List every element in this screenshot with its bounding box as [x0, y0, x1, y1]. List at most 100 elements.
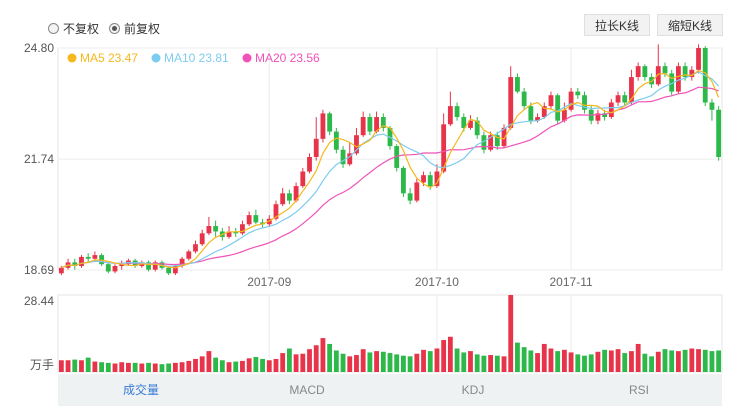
legend-label-ma10: MA10 23.81	[164, 51, 229, 65]
volume-bar	[468, 351, 473, 372]
candle-body	[327, 113, 333, 132]
candle-body	[367, 117, 373, 132]
volume-bar	[139, 363, 145, 372]
volume-bar	[461, 352, 467, 372]
tab-macd[interactable]: MACD	[289, 383, 325, 397]
volume-bar	[447, 336, 453, 372]
radio-circle-forward-restore[interactable]	[109, 23, 121, 34]
volume-bar	[655, 351, 661, 372]
volume-bar	[199, 356, 205, 372]
ma5-line	[61, 69, 720, 269]
candle-body	[689, 69, 695, 78]
candle-body	[568, 91, 574, 110]
candle-body	[488, 135, 494, 150]
volume-bar	[65, 360, 71, 372]
tab-kdj[interactable]: KDJ	[461, 383, 485, 397]
candle-body	[246, 215, 252, 225]
volume-bar	[159, 364, 165, 372]
volume-bar	[307, 349, 312, 372]
volume-bar	[662, 349, 668, 372]
volume-bar	[333, 350, 339, 372]
candle-body	[253, 215, 259, 223]
volume-bar	[340, 353, 346, 372]
volume-bar	[112, 363, 118, 372]
candle-body	[280, 193, 286, 205]
volume-bar	[92, 361, 98, 372]
candle-body	[642, 66, 648, 78]
candle-body	[494, 135, 500, 147]
volume-bar	[394, 354, 400, 372]
volume-bar	[595, 351, 601, 372]
volume-bar	[561, 349, 567, 372]
volume-bar	[682, 349, 688, 372]
volume-bar	[58, 360, 64, 372]
candle-body	[461, 117, 467, 128]
legend-label-ma5: MA5 23.47	[80, 51, 138, 65]
volume-bar	[374, 351, 380, 372]
volume-bar	[193, 358, 198, 372]
candle-body	[421, 175, 426, 183]
candle-body	[72, 262, 78, 267]
volume-bar	[521, 347, 527, 372]
candle-body	[354, 135, 359, 154]
volume-tick-label: 28.44	[24, 294, 54, 308]
volume-bar	[240, 360, 245, 372]
candle-body	[206, 226, 212, 234]
volume-bar	[246, 358, 252, 372]
shrink-kline-button[interactable]: 缩短K线	[657, 14, 723, 36]
volume-bar	[132, 362, 138, 372]
candle-body	[400, 167, 406, 194]
volume-bar	[582, 355, 587, 372]
volume-bar	[354, 355, 359, 372]
volume-bar	[414, 353, 420, 372]
volume-bar	[642, 353, 648, 372]
candle-body	[622, 95, 628, 103]
candle-body	[521, 91, 527, 107]
candle-body	[360, 117, 366, 136]
volume-bar	[474, 354, 480, 372]
candle-body	[447, 106, 453, 125]
candle-body	[555, 95, 561, 121]
kline-chart[interactable]: 24.80 21.74 18.69 2017-09 2017-10 2017-11 MA5 …	[0, 0, 740, 374]
volume-bar	[575, 354, 581, 372]
volume-bar	[494, 355, 500, 372]
candle-body	[608, 102, 614, 118]
volume-bar	[481, 355, 487, 372]
candle-body	[92, 255, 98, 259]
legend-dot-ma10	[151, 53, 161, 63]
indicator-tabs: 成交量 MACD KDJ RSI	[58, 374, 722, 406]
tab-volume[interactable]: 成交量	[122, 383, 159, 397]
volume-bar	[427, 351, 433, 372]
candle-body	[333, 131, 339, 150]
volume-bar	[407, 356, 413, 372]
volume-bar	[79, 360, 84, 372]
volume-bar	[709, 351, 715, 372]
candle-body	[193, 244, 198, 252]
candle-body	[575, 91, 581, 96]
radio-forward-restore[interactable]: 前复权	[109, 20, 160, 37]
candle-body	[85, 256, 91, 259]
candle-body	[474, 120, 480, 136]
radio-circle-no-restore[interactable]	[48, 23, 59, 34]
candle-body	[347, 153, 353, 165]
candle-body	[602, 113, 608, 118]
candle-body	[226, 231, 232, 237]
candle-body	[394, 146, 400, 168]
candle-body	[441, 124, 447, 172]
volume-bar	[72, 359, 78, 372]
volume-bar	[629, 351, 634, 372]
radio-label-forward-restore: 前复权	[124, 22, 161, 36]
volume-bar	[515, 342, 520, 372]
legend-dot-ma5	[67, 53, 77, 63]
volume-bar	[172, 362, 178, 372]
radio-no-restore[interactable]: 不复权	[48, 20, 99, 37]
volume-bar	[421, 349, 426, 372]
volume-bar	[441, 340, 447, 372]
tab-rsi[interactable]: RSI	[628, 383, 649, 397]
volume-bar	[635, 343, 641, 372]
volume-bar	[608, 350, 614, 372]
stretch-kline-button[interactable]: 拉长K线	[584, 14, 650, 36]
candle-body	[186, 251, 192, 259]
time-tick-label: 2017-10	[415, 275, 459, 289]
volume-bar	[488, 355, 494, 372]
